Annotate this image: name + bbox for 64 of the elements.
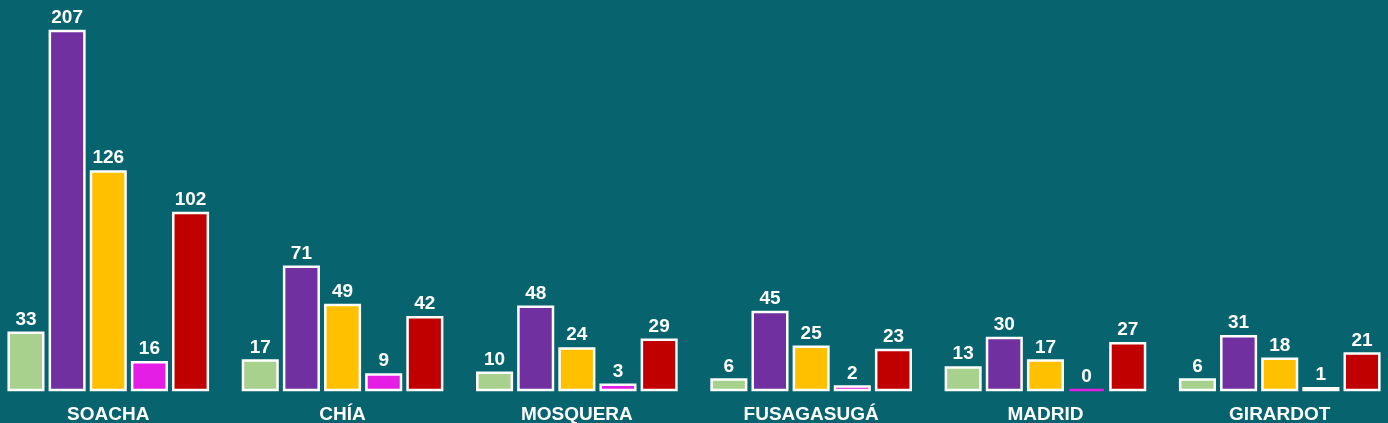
data-label: 24 (566, 323, 588, 345)
bar (7, 331, 45, 392)
bar (476, 371, 514, 392)
x-tick-label: MOSQUERA (520, 402, 634, 423)
data-label: 207 (51, 6, 83, 27)
data-label: 1 (1315, 363, 1327, 385)
bar (1109, 341, 1147, 392)
data-label: 10 (483, 347, 506, 369)
data-label: 31 (1228, 311, 1250, 333)
data-label: 29 (648, 314, 670, 336)
bar (792, 345, 830, 392)
bar (517, 305, 555, 392)
data-label: 3 (612, 359, 624, 381)
data-label: 42 (414, 292, 436, 314)
data-label: 0 (1081, 365, 1092, 386)
data-label: 45 (759, 286, 781, 308)
data-label: 102 (174, 188, 207, 210)
bar (365, 373, 403, 392)
data-label: 6 (723, 354, 735, 376)
x-tick-label: SOACHA (67, 402, 150, 423)
bar (710, 378, 748, 392)
bar (172, 211, 210, 392)
bar (985, 336, 1023, 392)
data-label: 126 (92, 146, 125, 168)
data-label: 33 (15, 307, 37, 329)
bar (599, 383, 637, 392)
bar (1343, 352, 1381, 392)
bar (874, 348, 912, 392)
bar (640, 338, 678, 392)
data-label: 9 (378, 349, 389, 371)
x-tick-label: MADRID (1007, 402, 1084, 423)
data-label: 48 (525, 281, 547, 303)
data-label: 21 (1351, 328, 1374, 350)
data-label: 49 (331, 280, 354, 302)
bar (241, 359, 279, 392)
data-label: 25 (800, 321, 823, 343)
data-label: 27 (1117, 318, 1139, 340)
bar (130, 361, 168, 392)
data-label: 17 (249, 335, 271, 357)
bar (558, 347, 596, 392)
data-label: 6 (1192, 354, 1203, 376)
bar (1261, 357, 1299, 392)
bar (944, 366, 982, 392)
data-label: 30 (993, 312, 1015, 334)
bar (48, 29, 86, 392)
bar (833, 385, 871, 392)
bar (89, 170, 127, 392)
x-tick-label: FUSAGASUGÁ (743, 402, 879, 423)
bar (406, 315, 444, 392)
bar (1178, 378, 1216, 392)
x-tick-label: GIRARDOT (1229, 402, 1331, 423)
x-tick-label: CHÍA (319, 402, 367, 423)
bar (282, 265, 320, 392)
bar (751, 310, 789, 392)
data-label: 17 (1034, 335, 1057, 357)
bar (1026, 359, 1064, 392)
data-label: 16 (138, 337, 160, 359)
bar (1220, 334, 1258, 392)
bar (324, 303, 362, 392)
data-label: 71 (290, 241, 313, 263)
data-label: 2 (847, 361, 858, 383)
data-label: 23 (882, 325, 905, 347)
data-label: 18 (1269, 333, 1291, 355)
data-label: 13 (952, 342, 974, 364)
